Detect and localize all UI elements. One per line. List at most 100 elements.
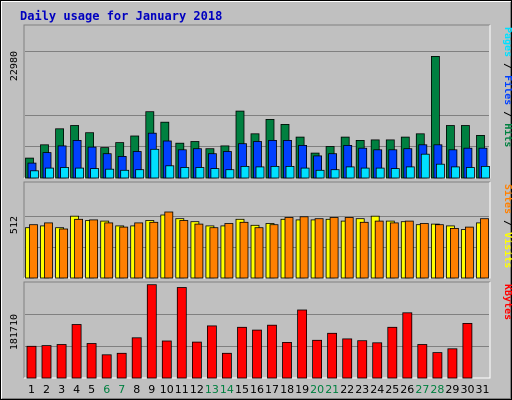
bar-kbytes-day-26 <box>402 312 413 379</box>
bar-kbytes-day-8 <box>131 337 142 379</box>
bar-kbytes-day-19 <box>297 309 308 379</box>
x-tick-label: 2 <box>43 383 50 396</box>
bar-sites-day-21 <box>329 217 339 279</box>
bar-sites-day-17 <box>269 224 279 279</box>
bar-kbytes-day-25 <box>387 326 398 379</box>
bar-pages-day-17 <box>270 165 280 179</box>
x-tick-label: 30 <box>461 383 475 396</box>
bar-pages-day-22 <box>345 166 355 179</box>
panel-shadow <box>23 181 490 278</box>
bar-sites-day-24 <box>374 220 384 279</box>
bar-kbytes-day-3 <box>56 344 67 379</box>
bar-pages-day-12 <box>195 167 205 179</box>
bar-kbytes-day-30 <box>462 322 473 379</box>
bar-sites-day-10 <box>164 211 174 279</box>
x-tick-label: 4 <box>73 383 80 396</box>
bar-sites-day-16 <box>254 227 264 279</box>
bar-pages-day-26 <box>405 166 415 179</box>
x-tick-label: 16 <box>250 383 264 396</box>
bar-pages-day-3 <box>60 167 69 179</box>
legend-kbytes: KBytes <box>502 284 512 320</box>
bar-kbytes-day-23 <box>357 340 368 379</box>
bar-kbytes-day-9 <box>146 284 157 379</box>
bar-kbytes-day-24 <box>372 342 383 379</box>
legend-visits: Visits <box>502 232 512 268</box>
bar-kbytes-day-10 <box>161 340 172 379</box>
bar-kbytes-day-4 <box>71 324 82 379</box>
x-tick-label: 11 <box>175 383 189 396</box>
bar-pages-day-1 <box>30 170 39 179</box>
x-tick-label: 6 <box>103 383 110 396</box>
bar-kbytes-day-20 <box>312 339 323 379</box>
x-tick-label: 24 <box>370 383 384 396</box>
bar-kbytes-day-18 <box>282 341 292 379</box>
bar-pages-day-28 <box>435 163 445 179</box>
x-tick-label: 1 <box>28 383 35 396</box>
bar-sites-day-7 <box>119 226 129 279</box>
bar-sites-day-30 <box>464 226 474 279</box>
bar-kbytes-day-17 <box>267 324 277 379</box>
legend-separator: / <box>502 105 512 123</box>
bar-sites-day-25 <box>389 222 399 279</box>
x-tick-label: 5 <box>88 383 95 396</box>
ymax-label-visits: 512 <box>9 216 20 234</box>
bar-kbytes-day-28 <box>432 352 443 379</box>
x-tick-label: 13 <box>205 383 219 396</box>
bar-pages-day-24 <box>375 167 385 179</box>
bar-kbytes-day-2 <box>41 345 52 379</box>
bar-pages-day-13 <box>210 168 220 179</box>
bar-pages-day-7 <box>120 169 130 179</box>
bar-sites-day-19 <box>299 216 309 279</box>
legend-pages: Pages <box>502 27 512 57</box>
x-tick-label: 22 <box>340 383 354 396</box>
bar-sites-day-3 <box>59 228 68 279</box>
chart-title: Daily usage for January 2018 <box>20 9 222 23</box>
x-tick-label: 19 <box>295 383 309 396</box>
x-tick-label: 15 <box>235 383 249 396</box>
bar-kbytes-day-5 <box>86 343 97 379</box>
bar-kbytes-day-14 <box>221 352 232 379</box>
x-tick-label: 9 <box>148 383 155 396</box>
bar-sites-day-8 <box>134 222 144 279</box>
bar-sites-day-31 <box>480 218 489 279</box>
bar-kbytes-day-13 <box>206 325 217 379</box>
bar-pages-day-10 <box>165 165 175 179</box>
bar-pages-day-15 <box>240 165 250 179</box>
bar-pages-day-4 <box>75 167 84 179</box>
ymax-label-kbytes: 181710 <box>9 314 20 350</box>
ymax-label-traffic: 22980 <box>9 51 20 81</box>
bar-sites-day-12 <box>194 223 204 279</box>
panel-shadow <box>23 24 490 178</box>
bar-sites-day-6 <box>104 222 114 279</box>
bar-sites-day-14 <box>224 223 234 279</box>
x-tick-label: 26 <box>400 383 414 396</box>
bar-kbytes-day-21 <box>327 332 338 379</box>
bar-sites-day-23 <box>359 221 369 279</box>
x-tick-label: 29 <box>445 383 459 396</box>
bar-pages-day-20 <box>315 169 325 179</box>
x-tick-label: 3 <box>58 383 65 396</box>
bar-sites-day-2 <box>44 222 53 279</box>
bar-pages-day-9 <box>150 148 160 179</box>
x-tick-label: 17 <box>265 383 279 396</box>
x-tick-label: 21 <box>325 383 339 396</box>
bar-sites-day-11 <box>179 220 189 279</box>
bar-pages-day-6 <box>105 168 115 179</box>
bar-pages-day-19 <box>300 167 310 179</box>
legend-separator: / <box>502 214 512 232</box>
bar-kbytes-day-6 <box>101 354 112 379</box>
legend-files: Files <box>502 75 512 105</box>
x-tick-label: 12 <box>190 383 204 396</box>
bar-sites-day-18 <box>284 217 294 279</box>
x-tick-label: 28 <box>430 383 444 396</box>
bar-sites-day-5 <box>89 219 98 279</box>
bar-pages-day-23 <box>360 167 370 179</box>
bar-pages-day-27 <box>420 153 430 179</box>
legend-sites: Sites <box>502 184 512 214</box>
bar-kbytes-day-11 <box>176 287 187 379</box>
bar-pages-day-2 <box>45 167 54 179</box>
bar-sites-day-9 <box>149 221 159 279</box>
bar-pages-day-31 <box>481 165 490 179</box>
